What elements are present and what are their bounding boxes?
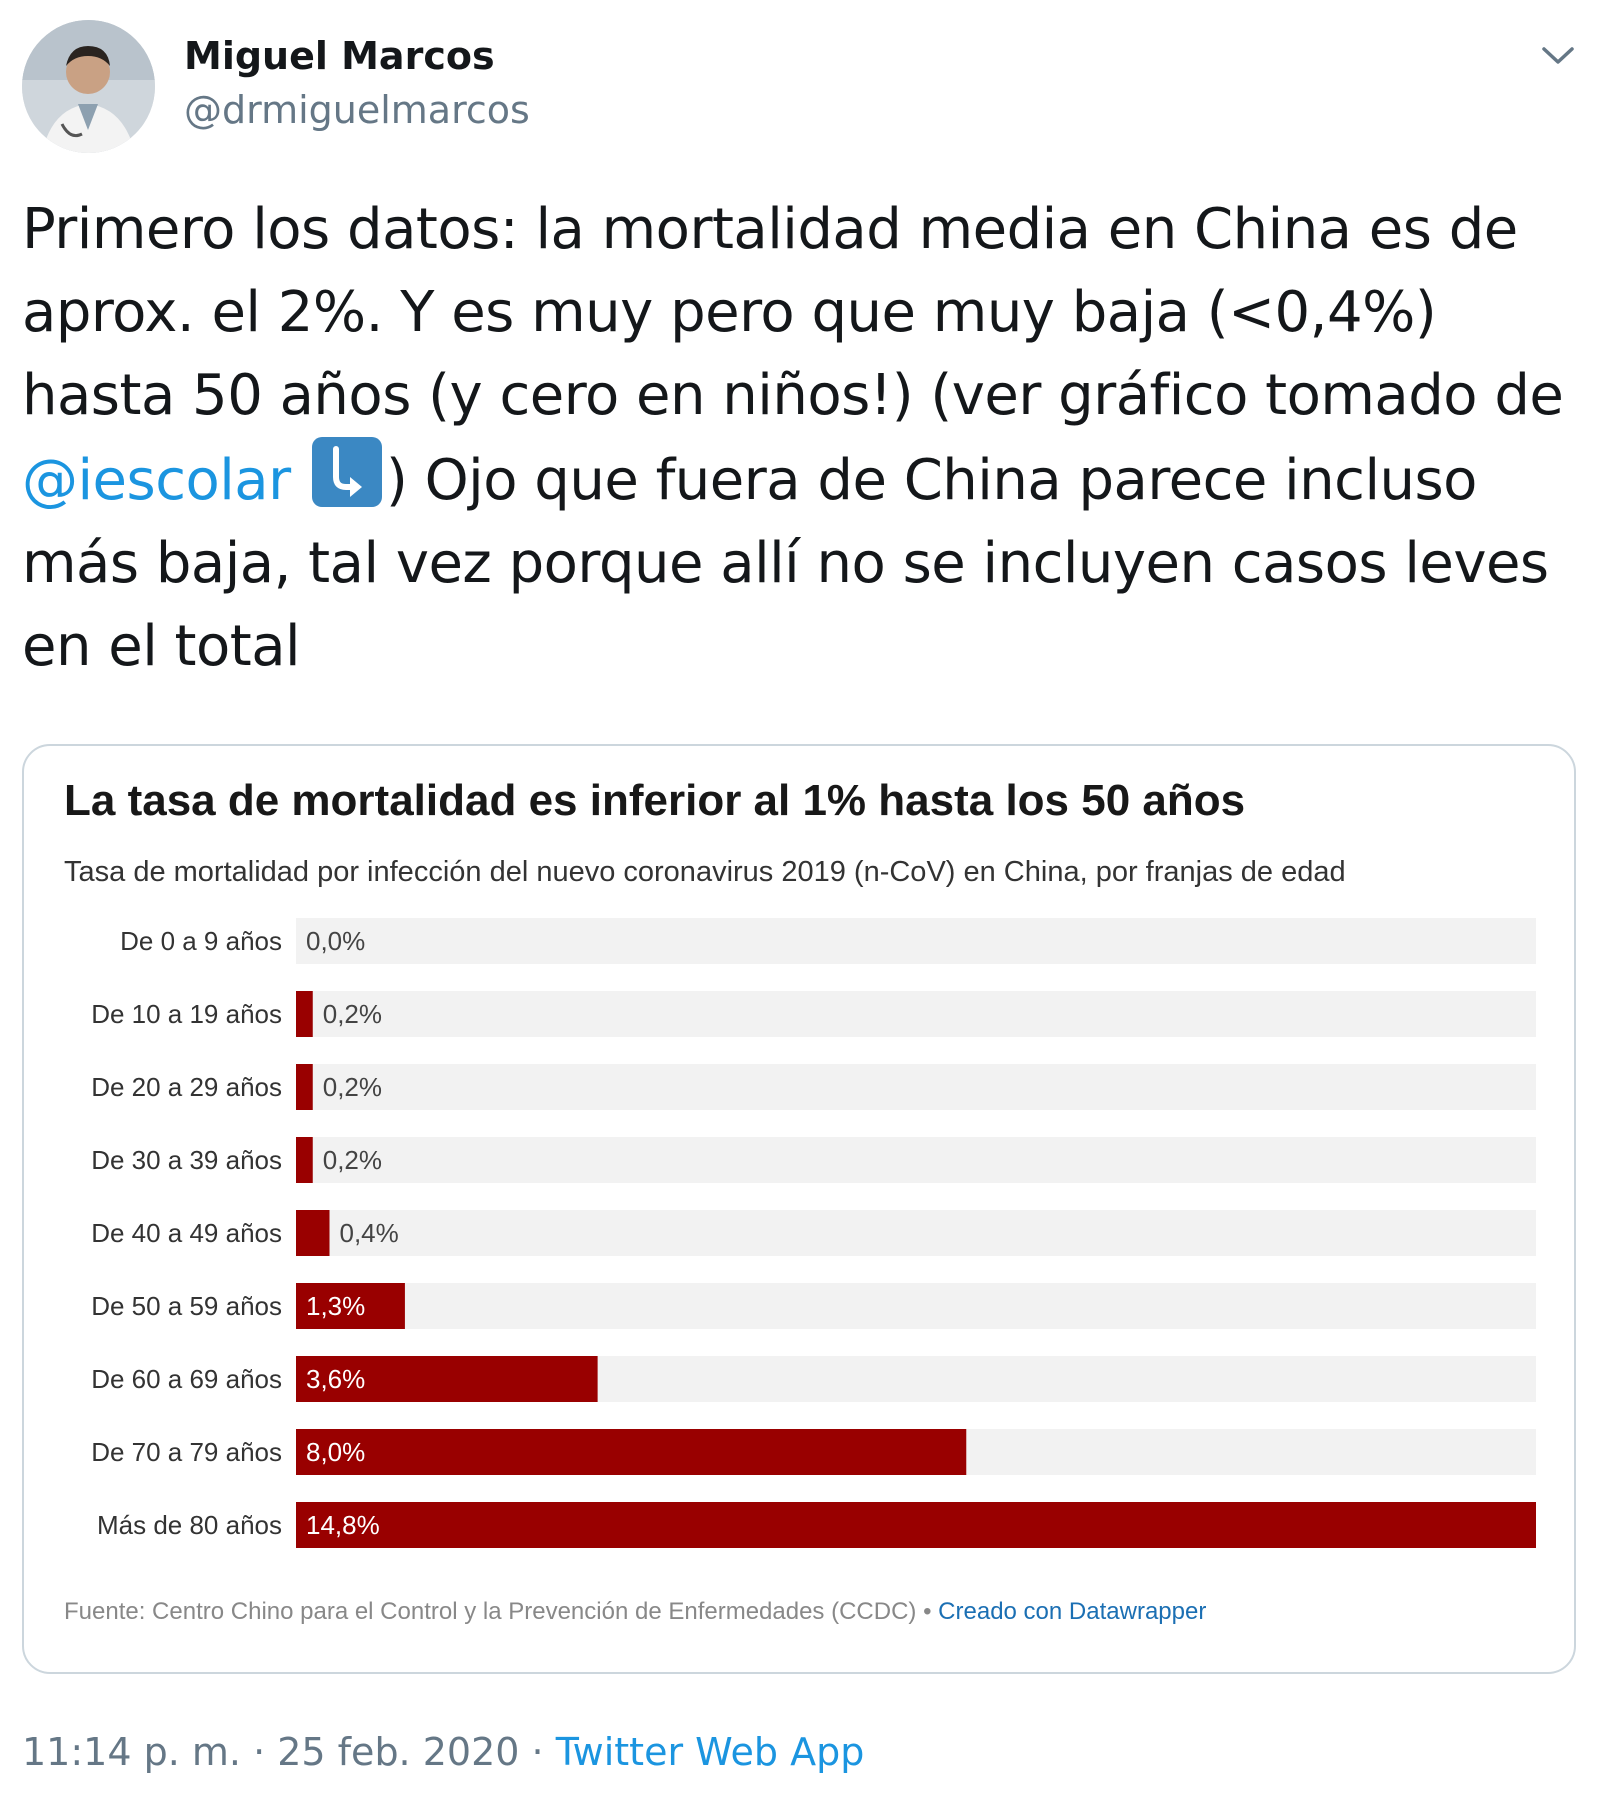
value-label: 0,0%	[306, 926, 365, 956]
category-label: De 30 a 39 años	[91, 1145, 282, 1175]
bar	[296, 1502, 1536, 1548]
bar-track	[296, 918, 1536, 964]
value-label: 0,2%	[323, 999, 382, 1029]
chevron-down-icon[interactable]	[1540, 40, 1576, 70]
bar	[296, 1210, 330, 1256]
value-label: 8,0%	[306, 1437, 365, 1467]
chart-subtitle: Tasa de mortalidad por infección del nue…	[64, 856, 1346, 888]
datawrapper-credit-link[interactable]: Creado con Datawrapper	[938, 1598, 1207, 1625]
tweet-text-segment: ) Ojo que fuera de China parece incluso	[385, 448, 1477, 513]
value-label: 0,4%	[340, 1218, 399, 1248]
value-label: 0,2%	[323, 1072, 382, 1102]
tweet-text-line: más baja, tal vez porque allí no se incl…	[22, 531, 1549, 596]
chart-title: La tasa de mortalidad es inferior al 1% …	[64, 776, 1246, 825]
bar	[296, 1356, 598, 1402]
tweet-text-line: aprox. el 2%. Y es muy pero que muy baja…	[22, 280, 1437, 345]
tweet-text-line: @iescolar ) Ojo que fuera de China parec…	[22, 437, 1582, 522]
bar	[296, 991, 313, 1037]
source-text: Fuente: Centro Chino para el Control y l…	[64, 1598, 917, 1625]
avatar-image	[22, 20, 155, 153]
meta-separator: ·	[253, 1730, 266, 1774]
bar-track	[296, 1137, 1536, 1183]
value-label: 3,6%	[306, 1364, 365, 1394]
tweet-meta: 11:14 p. m. · 25 feb. 2020 · Twitter Web…	[22, 1730, 864, 1774]
tweet-text-line: en el total	[22, 614, 301, 679]
meta-separator: ·	[531, 1730, 544, 1774]
value-label: 0,2%	[323, 1145, 382, 1175]
category-label: De 20 a 29 años	[91, 1072, 282, 1102]
author-handle[interactable]: @drmiguelmarcos	[184, 88, 530, 132]
source-separator: •	[916, 1598, 939, 1625]
tweet-text: Primero los datos: la mortalidad media e…	[22, 188, 1582, 688]
source-app-link[interactable]: Twitter Web App	[555, 1730, 865, 1774]
mention-link[interactable]: @iescolar	[22, 448, 291, 513]
bar-track	[296, 1283, 1536, 1329]
bar-chart: De 0 a 9 años 0,0% De 10 a 19 años 0,2% De 2…	[91, 918, 1536, 1548]
down-right-arrow-icon	[311, 437, 382, 507]
tweet-text-line: Primero los datos: la mortalidad media e…	[22, 197, 1518, 262]
tweet-date[interactable]: 25 feb. 2020	[277, 1730, 520, 1774]
value-label: 1,3%	[306, 1291, 365, 1321]
category-label: De 0 a 9 años	[120, 926, 282, 956]
chart-source: Fuente: Centro Chino para el Control y l…	[64, 1598, 1206, 1626]
tweet-text-line: hasta 50 años (y cero en niños!) (ver gr…	[22, 363, 1564, 428]
bar	[296, 1064, 313, 1110]
category-label: De 60 a 69 años	[91, 1364, 282, 1394]
avatar[interactable]	[22, 20, 155, 153]
category-label: De 10 a 19 años	[91, 999, 282, 1029]
value-label: 14,8%	[306, 1510, 380, 1540]
bar-track	[296, 1210, 1536, 1256]
bar	[296, 1429, 967, 1475]
bar	[296, 1137, 313, 1183]
author-name[interactable]: Miguel Marcos	[184, 34, 495, 78]
category-label: Más de 80 años	[97, 1510, 282, 1540]
category-label: De 50 a 59 años	[91, 1291, 282, 1321]
category-label: De 70 a 79 años	[91, 1437, 282, 1467]
bar	[296, 1283, 405, 1329]
bar-track	[296, 1064, 1536, 1110]
category-label: De 40 a 49 años	[91, 1218, 282, 1248]
bar-track	[296, 991, 1536, 1037]
tweet-time[interactable]: 11:14 p. m.	[22, 1730, 241, 1774]
media-card[interactable]: La tasa de mortalidad es inferior al 1% …	[22, 744, 1576, 1674]
